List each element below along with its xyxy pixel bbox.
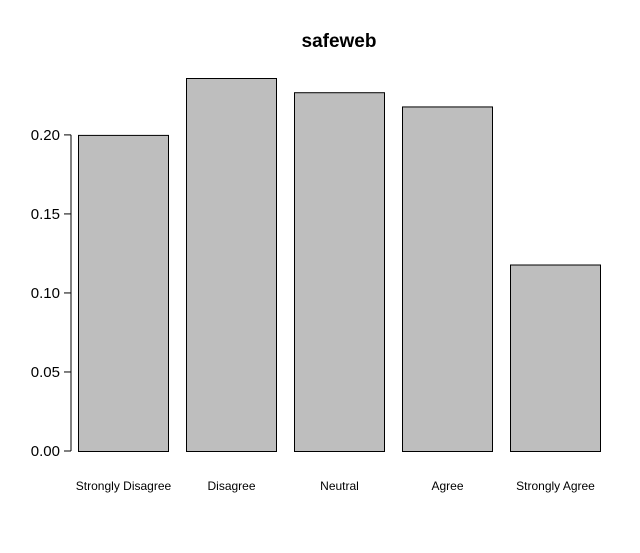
y-tick-label: 0.20 <box>31 127 60 144</box>
y-axis: 0.00 0.05 0.10 0.15 0.20 <box>31 127 72 460</box>
x-tick-label: Disagree <box>207 479 255 493</box>
x-tick-label: Strongly Disagree <box>76 479 172 493</box>
bar-strongly-agree <box>510 264 601 452</box>
bars <box>78 78 601 452</box>
bar-agree <box>402 106 493 452</box>
bar-neutral <box>294 92 385 452</box>
bar-strongly-disagree <box>78 134 169 452</box>
x-axis-labels: Strongly Disagree Disagree Neutral Agree Str… <box>76 479 595 493</box>
y-tick-label: 0.00 <box>31 443 60 460</box>
x-tick-label: Strongly Agree <box>516 479 595 493</box>
y-tick-label: 0.15 <box>31 206 60 223</box>
x-tick-label: Neutral <box>320 479 359 493</box>
chart-title: safeweb <box>302 31 377 52</box>
bar-disagree <box>186 78 277 452</box>
y-tick-label: 0.05 <box>31 364 60 381</box>
x-tick-label: Agree <box>431 479 463 493</box>
y-tick-label: 0.10 <box>31 285 60 302</box>
